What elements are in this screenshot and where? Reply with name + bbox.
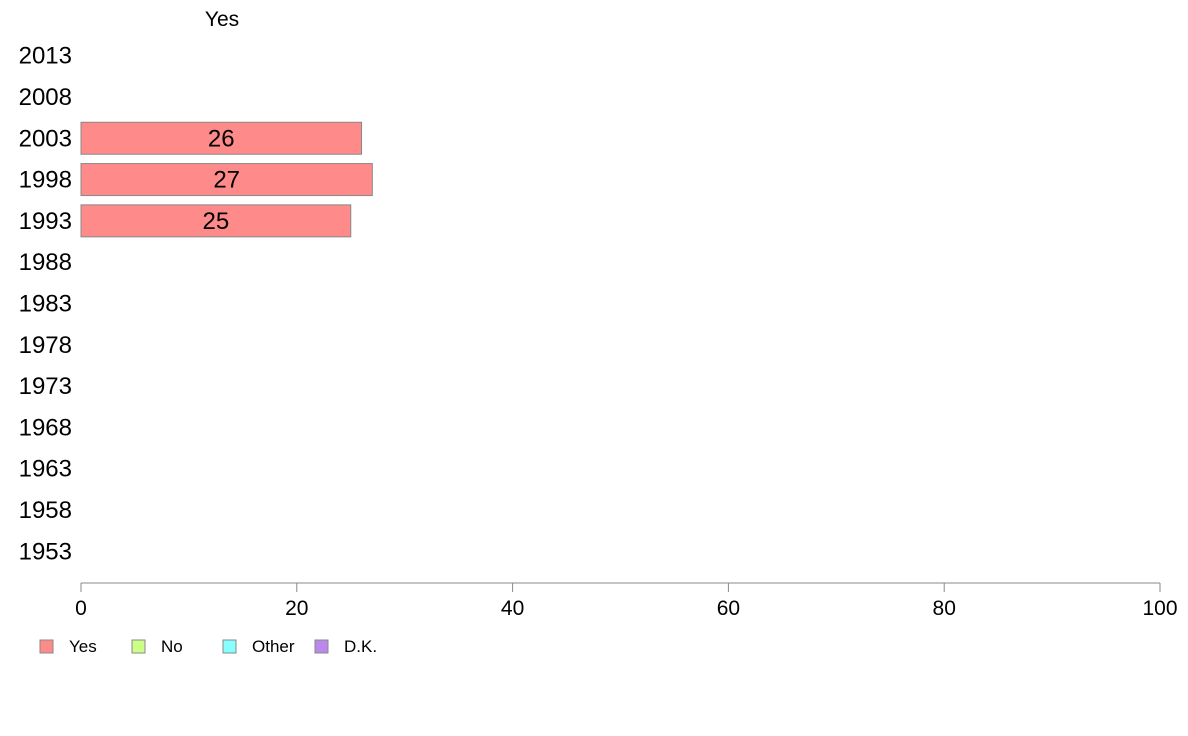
x-tick-label-0: 0 [75,597,87,620]
series-title: Yes [205,8,239,31]
x-axis: 0 20 40 60 80 100 [75,582,1178,620]
year-label-2013: 2013 [19,43,72,70]
year-label-1963: 1963 [19,456,72,483]
year-label-2008: 2008 [19,84,72,111]
legend-label-yes: Yes [69,637,97,656]
x-tick-label-60: 60 [717,597,740,620]
x-tick-label-100: 100 [1142,597,1177,620]
year-label-1958: 1958 [19,497,72,524]
x-tick-label-20: 20 [285,597,308,620]
legend-swatch-dk [314,639,329,654]
year-axis: 2013 2008 2003 1998 1993 1988 1983 1978 1973 1968… [19,43,72,566]
legend-label-dk: D.K. [344,637,377,656]
year-label-2003: 2003 [19,125,72,152]
legend-swatch-yes [39,639,54,654]
legend-label-no: No [161,637,183,656]
legend-label-other: Other [252,637,295,656]
x-tick-label-40: 40 [501,597,524,620]
year-label-1993: 1993 [19,208,72,235]
bar-value-label-1993: 25 [203,208,230,235]
bar-1993 [80,204,352,238]
year-label-1978: 1978 [19,332,72,359]
year-label-1968: 1968 [19,414,72,441]
legend: Yes No Other D.K. [39,637,377,656]
year-label-1953: 1953 [19,538,72,565]
year-label-1973: 1973 [19,373,72,400]
bars-group: 26 27 25 [80,121,373,238]
x-tick-label-80: 80 [933,597,956,620]
bar-2003 [80,121,363,155]
year-label-1998: 1998 [19,167,72,194]
bar-value-label-1998: 27 [213,167,240,194]
year-label-1988: 1988 [19,249,72,276]
bar-value-label-2003: 26 [208,125,235,152]
bar-1998 [80,163,373,197]
legend-swatch-other [222,639,237,654]
legend-swatch-no [131,639,146,654]
year-label-1983: 1983 [19,290,72,317]
